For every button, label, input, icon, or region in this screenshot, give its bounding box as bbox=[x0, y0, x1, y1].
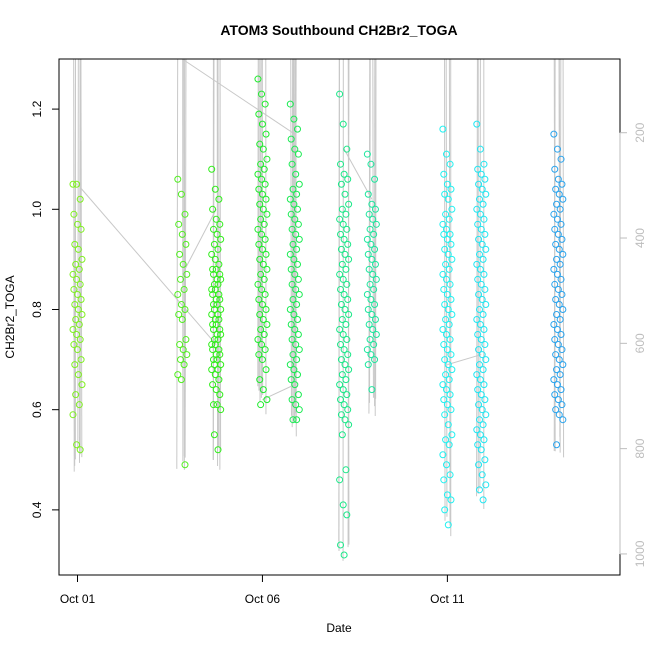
x-tick-label: Oct 11 bbox=[430, 592, 465, 606]
y2-tick-label: 600 bbox=[633, 333, 647, 353]
y-axis-label: CH2Br2_TOGA bbox=[3, 275, 17, 358]
x-tick-label: Oct 01 bbox=[60, 592, 96, 606]
y-tick-label: 1.0 bbox=[30, 201, 44, 218]
y2-tick-label: 400 bbox=[633, 228, 647, 248]
profile-trace-line bbox=[184, 59, 185, 470]
y-tick-label: 1.2 bbox=[30, 100, 44, 117]
y2-tick-label: 200 bbox=[633, 122, 647, 142]
y2-tick-label: 800 bbox=[633, 438, 647, 458]
chart-title: ATOM3 Southbound CH2Br2_TOGA bbox=[220, 22, 457, 38]
y-tick-label: 0.8 bbox=[30, 301, 44, 318]
x-axis-label: Date bbox=[326, 621, 352, 635]
x-tick-label: Oct 06 bbox=[245, 592, 281, 606]
y2-tick-label: 1000 bbox=[633, 540, 647, 567]
y-tick-label: 0.6 bbox=[30, 401, 44, 418]
profile-trace-line bbox=[74, 59, 75, 472]
y-tick-label: 0.4 bbox=[30, 501, 44, 518]
